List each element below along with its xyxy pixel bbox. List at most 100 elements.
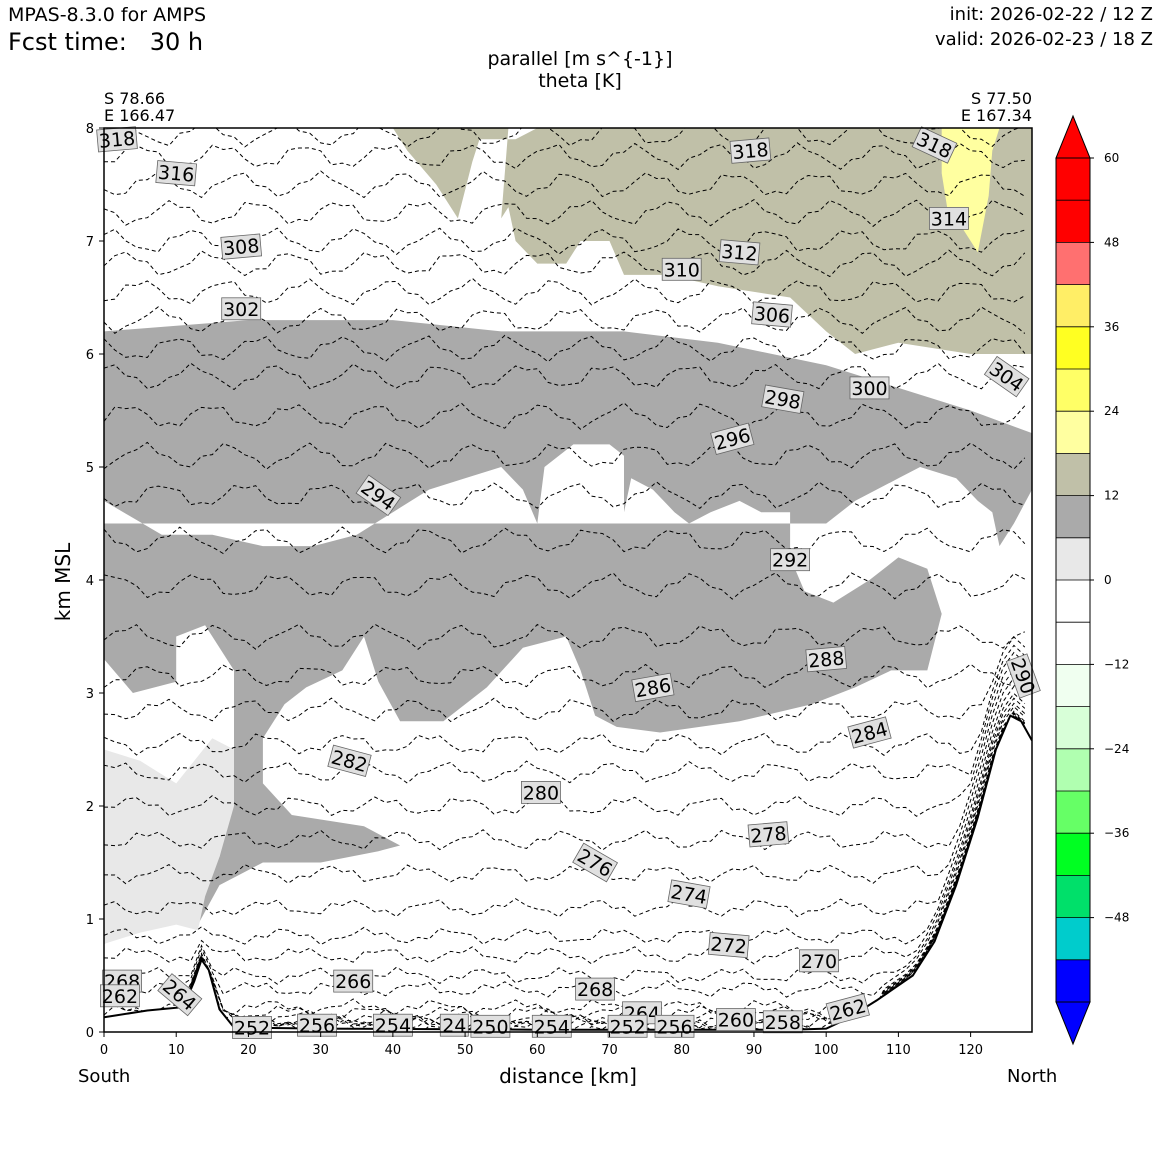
theta-contour-284 (104, 644, 1026, 756)
colorbar-bin-15 (1056, 326, 1090, 369)
colorbar-bin-8 (1056, 622, 1090, 665)
y-tick-label: 1 (86, 913, 94, 928)
theta-label-box (911, 126, 958, 164)
x-tick-label: 20 (240, 1043, 257, 1058)
theta-label-box (572, 842, 619, 883)
theta-label-text: 302 (223, 299, 259, 321)
left-endpoint-lat: S 78.66 (104, 89, 166, 108)
forecast-time-value: 30 h (149, 28, 204, 56)
theta-label-box (729, 137, 772, 164)
colorbar: 60 48 36 24 12 0 −12 −24 −36 −48 (1055, 114, 1129, 1046)
theta-contour-304 (104, 334, 1026, 363)
theta-label-306: 306 (751, 301, 793, 328)
theta-contour-278 (104, 668, 1026, 851)
theta-label-316: 316 (155, 160, 198, 187)
theta-label-box (718, 239, 761, 266)
theta-label-layer: 3183163083022943183123103063183143043002… (96, 126, 1041, 1040)
theta-label-box (297, 1013, 337, 1037)
theta-label-box (707, 931, 750, 959)
y-tick-label: 0 (86, 1026, 94, 1041)
theta-label-268: 268 (575, 977, 615, 1001)
x-tick-label: 40 (385, 1043, 402, 1058)
theta-label-290: 290 (1005, 653, 1041, 699)
y-tick-label: 4 (86, 574, 94, 589)
theta-contour-296 (104, 481, 1025, 510)
theta-label-box (575, 977, 615, 1001)
theta-contour-268 (104, 702, 1026, 985)
colorbar-bin-5 (1056, 748, 1090, 791)
theta-label-text: 306 (753, 303, 791, 328)
theta-label-286: 286 (631, 672, 675, 703)
colorbar-extend-bottom (1055, 1001, 1091, 1046)
forecast-time: Fcst time: 30 h (8, 28, 203, 56)
x-tick-label: 80 (673, 1043, 690, 1058)
theta-label-252: 252 (232, 1016, 272, 1040)
theta-contour-286 (104, 636, 1026, 723)
x-tick-label: 60 (529, 1043, 546, 1058)
theta-contour-294 (104, 526, 1026, 555)
theta-contour-264 (104, 710, 1026, 1016)
left-endpoint-lon: E 166.47 (104, 106, 176, 125)
theta-label-box (521, 781, 561, 804)
theta-label-box (847, 716, 892, 749)
x-tick-label: 0 (100, 1043, 108, 1058)
theta-label-text: 278 (749, 823, 787, 848)
x-tick-label: 110 (886, 1043, 911, 1058)
theta-contour-272 (104, 692, 1026, 946)
colorbar-bin-0 (1056, 959, 1090, 1002)
theta-label-274: 274 (667, 879, 711, 909)
theta-label-text: 308 (222, 235, 260, 260)
theta-label-282: 282 (327, 744, 372, 777)
theta-label-box (751, 301, 793, 328)
colorbar-tick-label: 60 (1104, 151, 1119, 165)
theta-label-292: 292 (770, 548, 810, 572)
theta-label-text: 252 (234, 1018, 270, 1040)
theta-label-box (849, 376, 890, 400)
colorbar-bin-17 (1056, 242, 1090, 285)
theta-label-280: 280 (521, 781, 561, 804)
theta-label-text: 262 (102, 986, 138, 1008)
colorbar-bin-6 (1056, 706, 1090, 749)
theta-label-box (825, 993, 870, 1026)
colorbar-tick-label: −12 (1104, 657, 1129, 671)
theta-label-box (631, 672, 675, 703)
north-label: North (1007, 1066, 1058, 1087)
theta-label-text: 24 (442, 1015, 466, 1037)
chart-title: parallel [m s^{-1}] (487, 48, 673, 70)
theta-label-text: 300 (851, 378, 887, 400)
theta-label-box (439, 1013, 469, 1037)
colorbar-tick-label: −36 (1104, 826, 1129, 840)
theta-label-text: 250 (472, 1016, 508, 1038)
colorbar-bin-1 (1056, 917, 1090, 960)
theta-label-box (747, 821, 790, 848)
theta-label-text: 260 (718, 1010, 754, 1032)
theta-label-text: 312 (720, 241, 758, 266)
y-tick-label: 5 (86, 461, 94, 476)
colorbar-bin-2 (1056, 875, 1090, 918)
theta-label-box (799, 949, 839, 973)
theta-label-text: 272 (710, 933, 748, 958)
x-tick-label: 50 (457, 1043, 474, 1058)
valid-time: valid: 2026-02-23 / 18 Z (935, 29, 1153, 50)
colorbar-tick-label: 48 (1104, 235, 1119, 249)
colorbar-bin-12 (1056, 453, 1090, 496)
theta-contour-316 (104, 170, 1026, 199)
theta-label-250: 250 (470, 1014, 511, 1038)
theta-label-252: 252 (607, 1014, 648, 1038)
theta-label-284: 284 (847, 716, 892, 749)
theta-contour-300 (104, 402, 1026, 431)
y-axis-ticks: 0 1 2 3 4 5 6 7 8 (86, 122, 104, 1041)
colorbar-bin-10 (1056, 537, 1090, 580)
theta-contour-292 (104, 572, 1026, 600)
theta-label-box (805, 646, 848, 673)
theta-label-314: 314 (929, 206, 969, 230)
theta-label-box (155, 160, 198, 187)
theta-label-text: 318 (731, 139, 769, 164)
theta-label-260: 260 (716, 1008, 756, 1032)
init-time: init: 2026-02-22 / 12 Z (949, 4, 1153, 25)
theta-label-text: 266 (335, 971, 371, 993)
theta-label-box (327, 744, 372, 777)
theta-label-text: 256 (656, 1016, 692, 1038)
y-tick-label: 8 (86, 122, 94, 137)
colorbar-tick-label: 24 (1104, 404, 1119, 418)
